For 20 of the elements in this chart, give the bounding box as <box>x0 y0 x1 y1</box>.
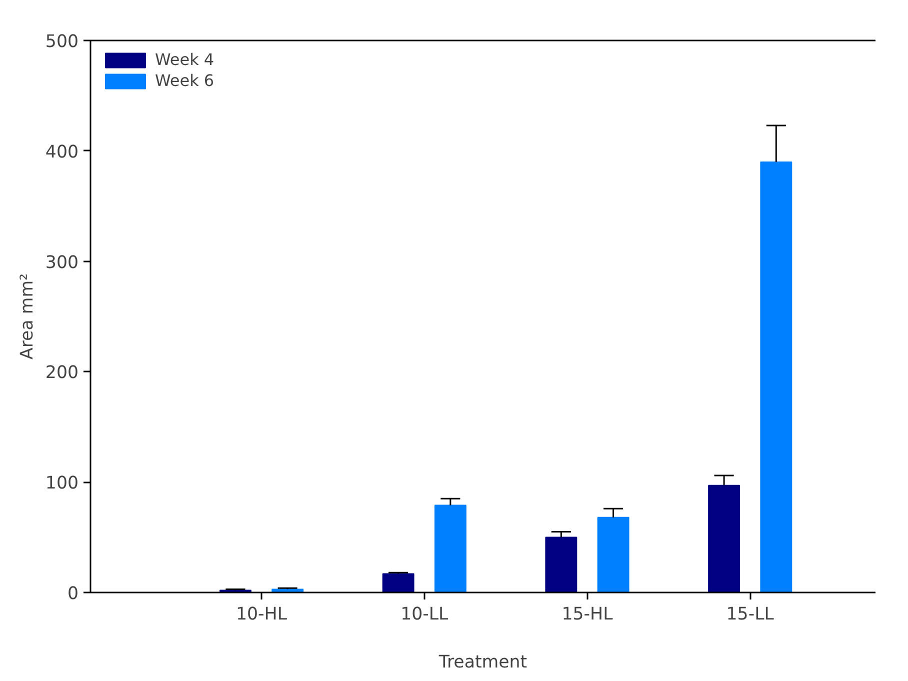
y-tick-label: 500 <box>45 32 79 52</box>
y-tick-label: 100 <box>45 474 79 494</box>
x-axis-title: Treatment <box>438 652 528 672</box>
legend-label: Week 6 <box>155 71 214 90</box>
bar <box>708 484 740 592</box>
x-tick-label: 15-HL <box>562 604 614 624</box>
y-tick-label: 400 <box>45 142 79 162</box>
legend-label: Week 4 <box>155 50 214 69</box>
x-tick-label: 15-LL <box>726 604 774 624</box>
x-tick-label: 10-LL <box>400 604 449 624</box>
y-tick-label: 300 <box>45 252 79 273</box>
bar <box>597 516 630 592</box>
x-tick-label: 10-HL <box>236 604 288 624</box>
bar <box>760 161 792 592</box>
bar <box>382 573 414 592</box>
bar <box>434 504 466 592</box>
y-tick-label: 200 <box>45 363 79 384</box>
bar <box>545 536 578 592</box>
y-axis-title: Area mm² <box>17 273 38 360</box>
y-tick-label: 0 <box>67 584 79 604</box>
